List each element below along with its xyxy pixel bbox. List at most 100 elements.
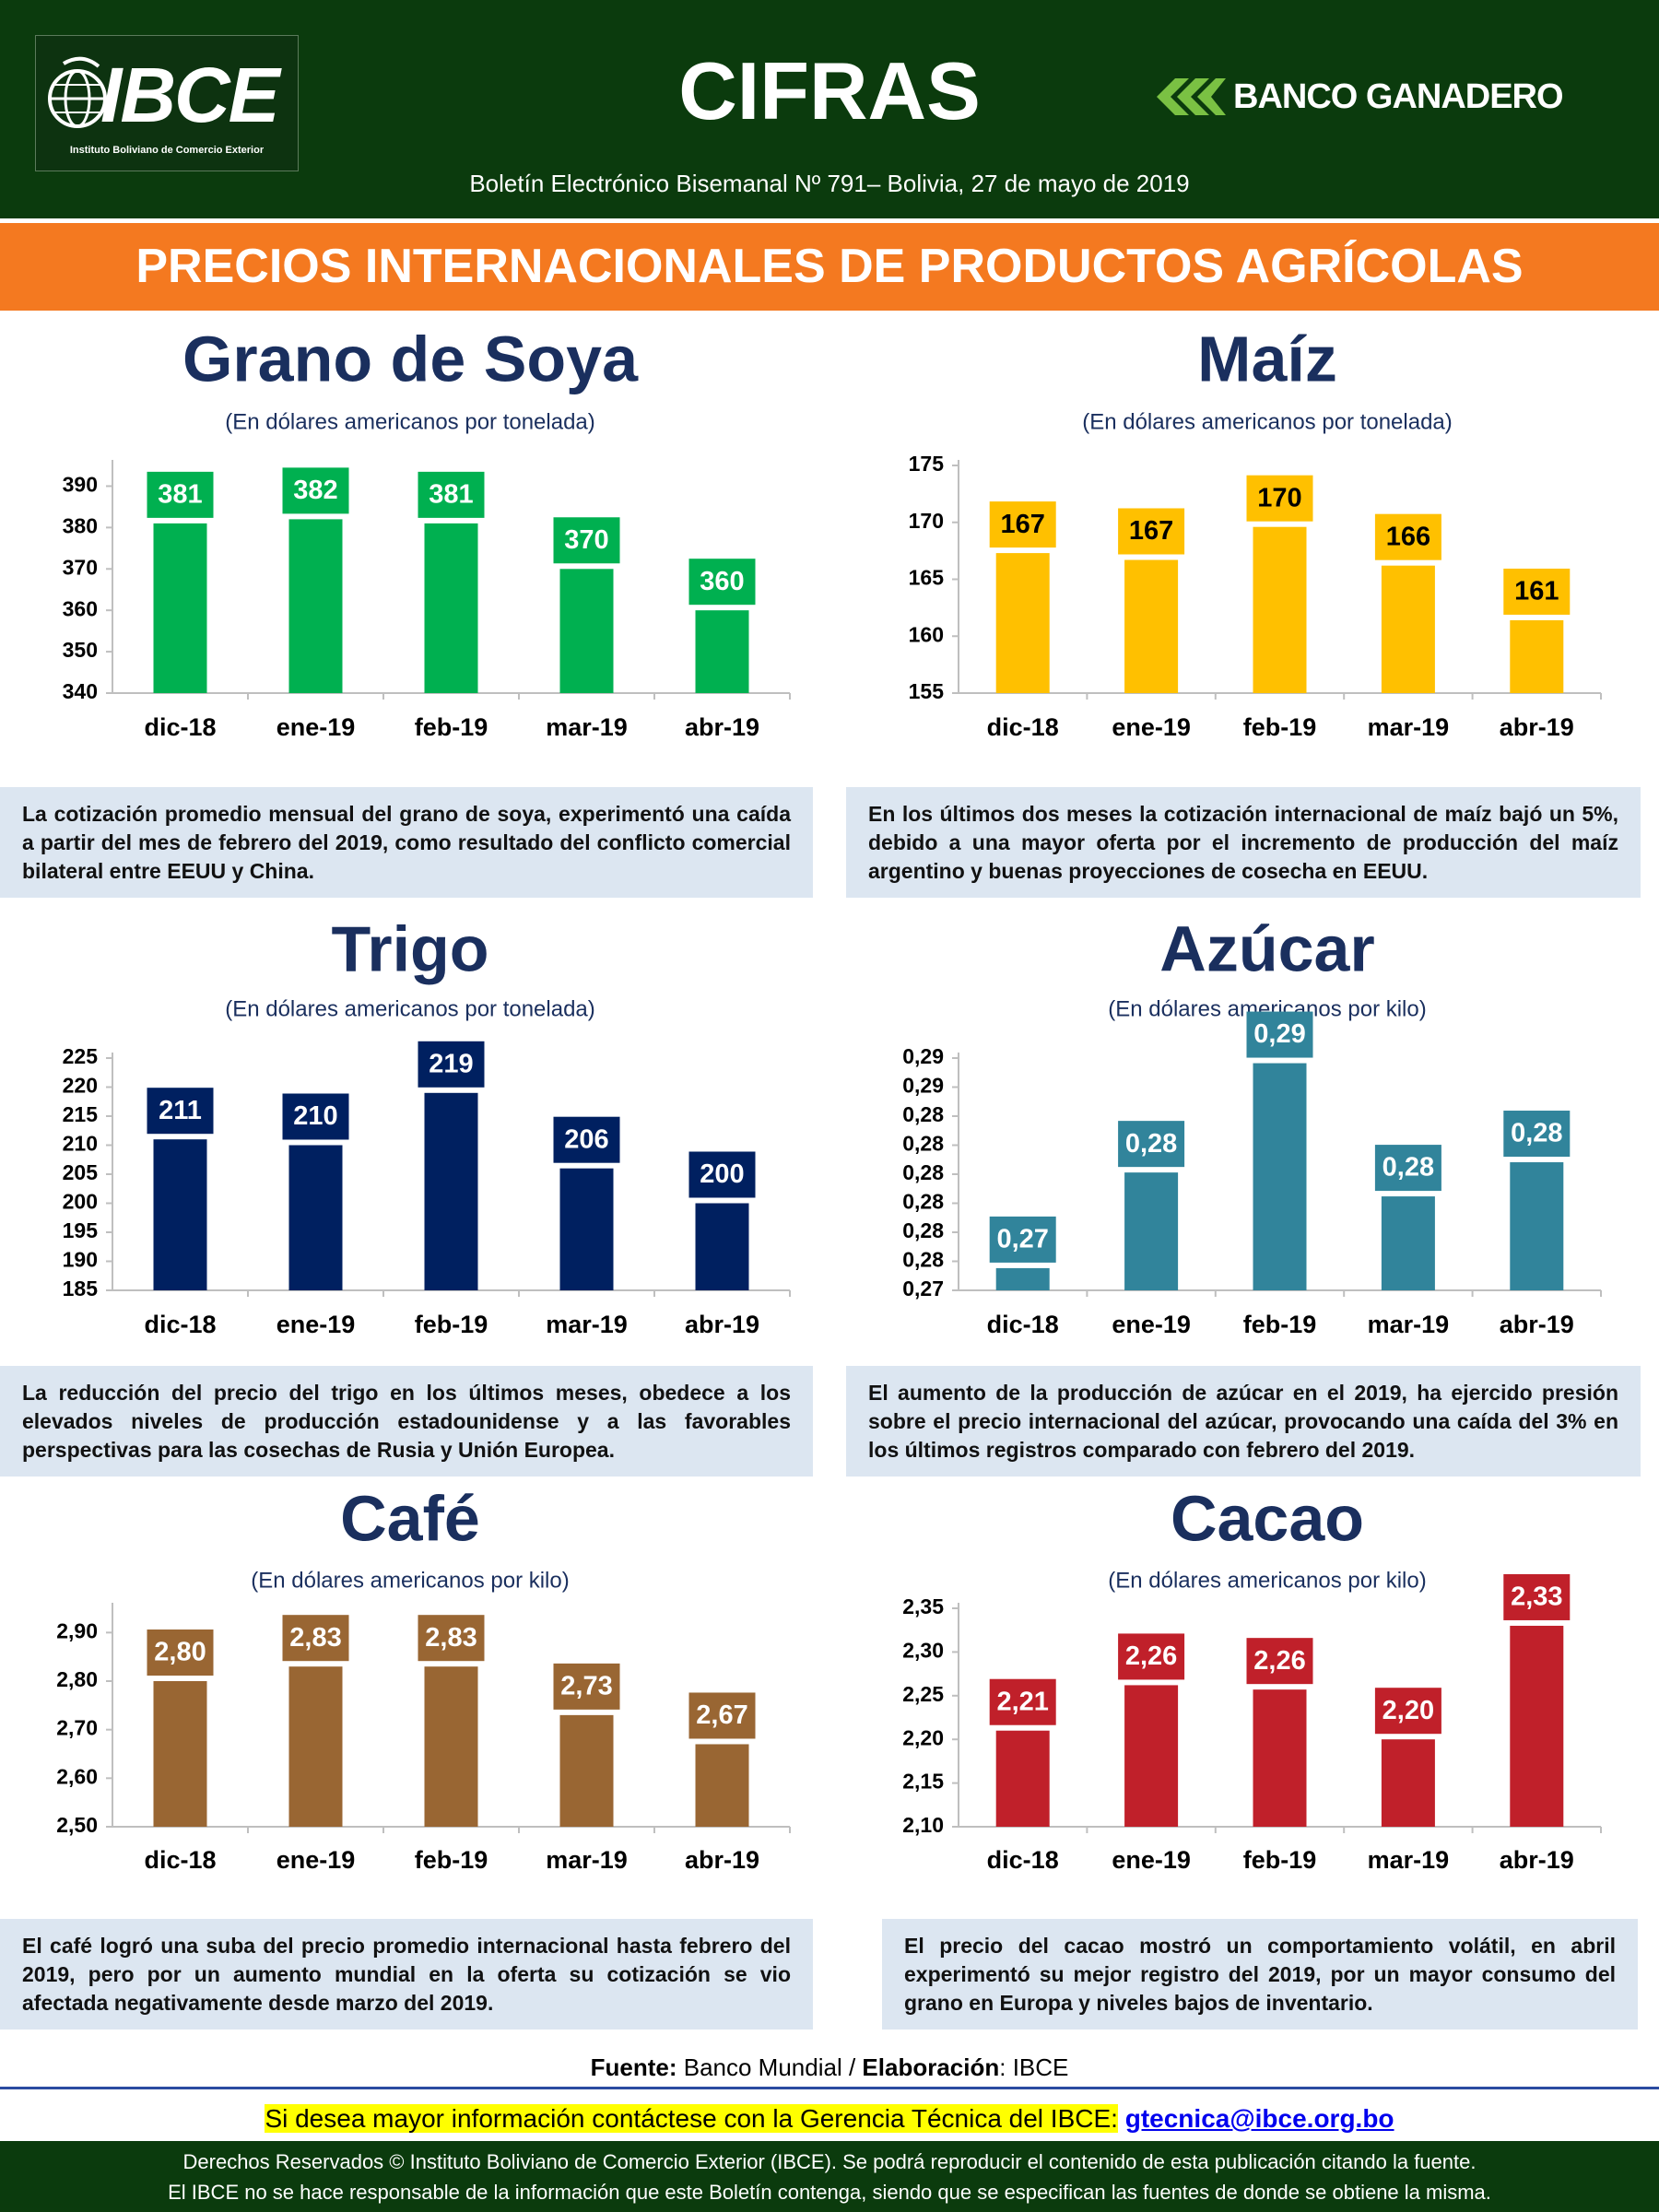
ibce-logo: IBCE Instituto Boliviano de Comercio Ext…: [35, 35, 299, 171]
y-tick-label: 205: [63, 1160, 99, 1184]
value-label-box: [282, 1615, 349, 1662]
value-label: 166: [1386, 522, 1430, 551]
value-label-box: [1118, 1633, 1185, 1680]
source: Fuente: Banco Mundial / Elaboración: IBC…: [0, 2053, 1659, 2082]
x-tick-label: abr-19: [685, 1846, 759, 1874]
x-tick-label: mar-19: [546, 713, 628, 741]
bar: [424, 523, 478, 693]
x-tick-label: ene-19: [1112, 1846, 1191, 1874]
contact-text: Si desea mayor información contáctese co…: [265, 2104, 1118, 2133]
header-title: CIFRAS: [678, 45, 981, 136]
bar: [1381, 565, 1435, 693]
y-tick-label: 0,27: [902, 1277, 944, 1300]
x-tick-label: abr-19: [685, 1311, 759, 1338]
y-tick-label: 390: [63, 473, 98, 497]
value-label: 210: [293, 1101, 337, 1131]
y-tick-label: 160: [909, 622, 944, 646]
value-label: 2,83: [425, 1623, 477, 1653]
bar: [153, 1681, 207, 1827]
note: La cotización promedio mensual del grano…: [0, 787, 813, 898]
x-tick-label: dic-18: [144, 713, 216, 741]
y-tick-label: 2,10: [902, 1813, 944, 1837]
value-label: 0,28: [1382, 1153, 1434, 1182]
value-label-box: [989, 501, 1056, 548]
note: La reducción del precio del trigo en los…: [0, 1366, 813, 1477]
x-tick-label: dic-18: [987, 1846, 1059, 1874]
value-label-box: [147, 1630, 214, 1676]
y-tick-label: 2,90: [56, 1618, 98, 1642]
chart-subtitle: (En dólares americanos por kilo): [251, 1568, 569, 1593]
value-label-box: [553, 1116, 620, 1163]
value-label-box: [688, 1692, 756, 1739]
y-tick-label: 175: [909, 452, 945, 476]
value-label-box: [1246, 475, 1313, 522]
chart-subtitle: (En dólares americanos por tonelada): [225, 409, 595, 434]
bar: [288, 1666, 343, 1827]
bar: [153, 523, 207, 693]
bar: [559, 569, 614, 693]
x-tick-label: feb-19: [415, 1846, 488, 1874]
banner: PRECIOS INTERNACIONALES DE PRODUCTOS AGR…: [0, 223, 1659, 311]
credit-label: Elaboración: [862, 2053, 1000, 2081]
value-label: 2,33: [1511, 1583, 1562, 1612]
footer: Derechos Reservados © Instituto Bolivian…: [0, 2141, 1659, 2212]
value-label-box: [1503, 568, 1571, 615]
divider: [0, 2087, 1659, 2089]
bar: [1253, 526, 1307, 693]
x-tick-label: ene-19: [1112, 1311, 1191, 1338]
bar: [1510, 1162, 1564, 1290]
x-tick-label: feb-19: [1243, 713, 1317, 741]
value-label-box: [1118, 1121, 1185, 1168]
value-label: 200: [700, 1159, 744, 1189]
value-label: 2,26: [1253, 1646, 1305, 1676]
bar: [995, 1267, 1050, 1290]
value-label: 170: [1257, 483, 1301, 512]
y-tick-label: 210: [63, 1132, 98, 1156]
rights: Derechos Reservados © Instituto Bolivian…: [182, 2150, 1477, 2173]
x-tick-label: mar-19: [546, 1846, 628, 1874]
x-tick-label: abr-19: [685, 713, 759, 741]
value-label: 381: [158, 480, 202, 510]
bar: [1124, 559, 1179, 693]
chart-title: Cacao: [1171, 1482, 1364, 1554]
email-link[interactable]: gtecnica@ibce.org.bo: [1124, 2104, 1394, 2133]
value-label: 2,21: [996, 1687, 1048, 1716]
bar: [1124, 1685, 1179, 1827]
source-label: Fuente:: [590, 2053, 677, 2081]
value-label-box: [1374, 513, 1441, 560]
y-tick-label: 2,25: [902, 1682, 944, 1706]
bar: [424, 1666, 478, 1827]
chart-title: Café: [340, 1482, 480, 1554]
chart-title: Maíz: [1197, 323, 1337, 394]
value-label-box: [1246, 1638, 1313, 1685]
x-tick-label: dic-18: [987, 1311, 1059, 1338]
value-label: 167: [1129, 516, 1173, 546]
note: El café logró una suba del precio promed…: [0, 1919, 813, 2030]
bar: [1381, 1196, 1435, 1290]
value-label-box: [553, 1663, 620, 1710]
chart-title: Trigo: [331, 912, 488, 984]
header: IBCE Instituto Boliviano de Comercio Ext…: [0, 0, 1659, 218]
y-tick-label: 170: [909, 509, 944, 533]
value-label: 0,29: [1253, 1019, 1305, 1049]
x-tick-label: abr-19: [1500, 1311, 1574, 1338]
x-tick-label: feb-19: [1243, 1846, 1317, 1874]
logo-caption: Instituto Boliviano de Comercio Exterior: [69, 145, 265, 156]
value-label: 219: [429, 1049, 473, 1078]
value-label: 2,73: [560, 1672, 612, 1701]
bar: [995, 1730, 1050, 1827]
y-tick-label: 350: [63, 638, 98, 662]
y-tick-label: 195: [63, 1218, 99, 1242]
y-tick-label: 340: [63, 679, 98, 703]
y-tick-label: 0,28: [902, 1102, 944, 1126]
note: El precio del cacao mostró un comportami…: [882, 1919, 1638, 2030]
y-tick-label: 2,15: [902, 1770, 944, 1794]
y-tick-label: 225: [63, 1044, 99, 1068]
y-tick-label: 0,28: [902, 1190, 944, 1214]
value-label-box: [1503, 1111, 1571, 1158]
y-tick-label: 2,20: [902, 1725, 944, 1749]
value-label: 360: [700, 567, 744, 596]
value-label: 2,26: [1125, 1641, 1177, 1671]
bar: [559, 1168, 614, 1290]
